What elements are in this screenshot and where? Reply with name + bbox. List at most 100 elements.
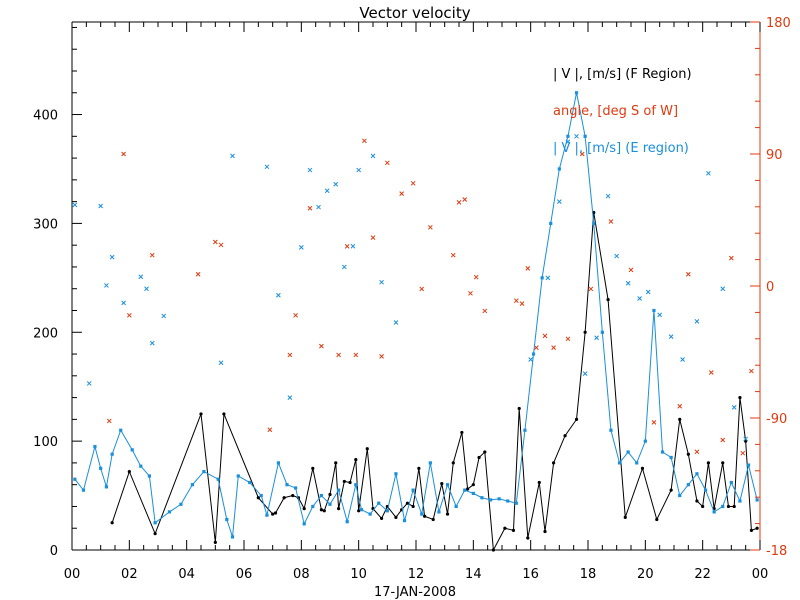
data-point xyxy=(81,488,86,492)
marker-stroke xyxy=(218,360,224,366)
data-point xyxy=(543,529,547,534)
data-point xyxy=(488,498,493,502)
data-point xyxy=(637,296,642,301)
data-point xyxy=(93,444,97,449)
marker-stroke xyxy=(468,290,473,296)
data-point xyxy=(161,313,167,319)
data-point xyxy=(267,427,273,433)
marker-stroke xyxy=(195,271,201,277)
y-tick-label: 200 xyxy=(33,326,58,341)
data-point xyxy=(153,532,157,536)
data-point xyxy=(506,499,510,503)
data-point xyxy=(483,450,487,454)
data-point xyxy=(285,483,289,487)
data-point xyxy=(605,193,611,199)
data-point xyxy=(635,461,639,465)
data-point xyxy=(276,461,280,465)
marker-stroke xyxy=(307,205,313,211)
y-axis-right: -18 -90 0 90 180 xyxy=(750,16,791,559)
data-point xyxy=(740,450,746,456)
marker-stroke xyxy=(149,252,155,258)
data-point xyxy=(743,436,749,442)
marker-stroke xyxy=(582,371,588,376)
data-point xyxy=(451,461,455,465)
marker-stroke xyxy=(519,301,525,306)
data-point xyxy=(565,139,571,145)
data-point xyxy=(302,522,306,526)
marker-stroke xyxy=(614,253,620,259)
data-point xyxy=(190,483,194,487)
data-point xyxy=(153,521,157,525)
marker-stroke xyxy=(525,266,531,271)
marker-stroke xyxy=(628,267,634,273)
data-point xyxy=(104,485,108,489)
data-point xyxy=(344,244,350,249)
marker-stroke xyxy=(333,181,339,187)
data-point xyxy=(503,526,507,530)
series-0 xyxy=(110,210,759,552)
data-point xyxy=(302,507,306,511)
data-point xyxy=(720,437,726,443)
data-point xyxy=(746,463,751,467)
marker-stroke xyxy=(109,254,115,260)
data-point xyxy=(319,343,324,349)
x-tick-label: 02 xyxy=(121,567,138,582)
data-point xyxy=(519,301,525,306)
data-point xyxy=(428,461,432,465)
marker-stroke xyxy=(298,244,304,250)
marker-stroke xyxy=(104,283,109,288)
data-point xyxy=(579,151,585,157)
marker-stroke xyxy=(356,167,362,173)
data-point xyxy=(199,412,203,416)
data-point xyxy=(149,340,155,346)
marker-stroke xyxy=(534,345,539,350)
data-point xyxy=(551,345,556,350)
data-point xyxy=(729,480,733,485)
data-point xyxy=(600,330,604,334)
marker-stroke xyxy=(574,133,579,139)
series-1 xyxy=(106,138,754,456)
data-point xyxy=(98,203,104,209)
data-point xyxy=(399,191,405,196)
y-tick-label: 100 xyxy=(33,435,58,450)
data-point xyxy=(454,504,458,509)
data-point xyxy=(549,221,553,226)
data-point xyxy=(588,286,594,292)
data-point xyxy=(357,509,361,513)
data-point xyxy=(354,483,358,487)
data-point xyxy=(643,439,647,443)
data-point xyxy=(230,153,235,159)
data-point xyxy=(287,395,293,400)
data-point xyxy=(218,242,224,248)
data-point xyxy=(311,504,315,509)
marker-stroke xyxy=(677,403,683,409)
data-point xyxy=(563,434,567,438)
x-tick-label: 16 xyxy=(522,567,539,582)
data-point xyxy=(617,461,622,465)
data-point xyxy=(513,298,519,304)
data-point xyxy=(583,330,587,334)
data-point xyxy=(282,496,286,500)
plot-frame xyxy=(71,21,761,551)
marker-stroke xyxy=(410,180,416,186)
data-point xyxy=(216,477,220,481)
data-point xyxy=(537,480,541,485)
data-point xyxy=(608,219,614,224)
data-point xyxy=(738,499,742,503)
data-point xyxy=(104,283,109,288)
marker-stroke xyxy=(513,298,519,304)
data-point xyxy=(655,517,659,522)
marker-stroke xyxy=(749,368,754,374)
marker-stroke xyxy=(450,252,456,258)
data-point xyxy=(528,357,534,362)
data-point xyxy=(566,134,570,138)
data-point xyxy=(592,221,596,226)
data-point xyxy=(213,540,217,544)
data-point xyxy=(225,517,229,522)
data-point xyxy=(511,528,516,533)
data-point xyxy=(121,300,126,306)
marker-stroke xyxy=(144,286,149,292)
data-point xyxy=(328,492,332,497)
data-point xyxy=(264,164,270,170)
